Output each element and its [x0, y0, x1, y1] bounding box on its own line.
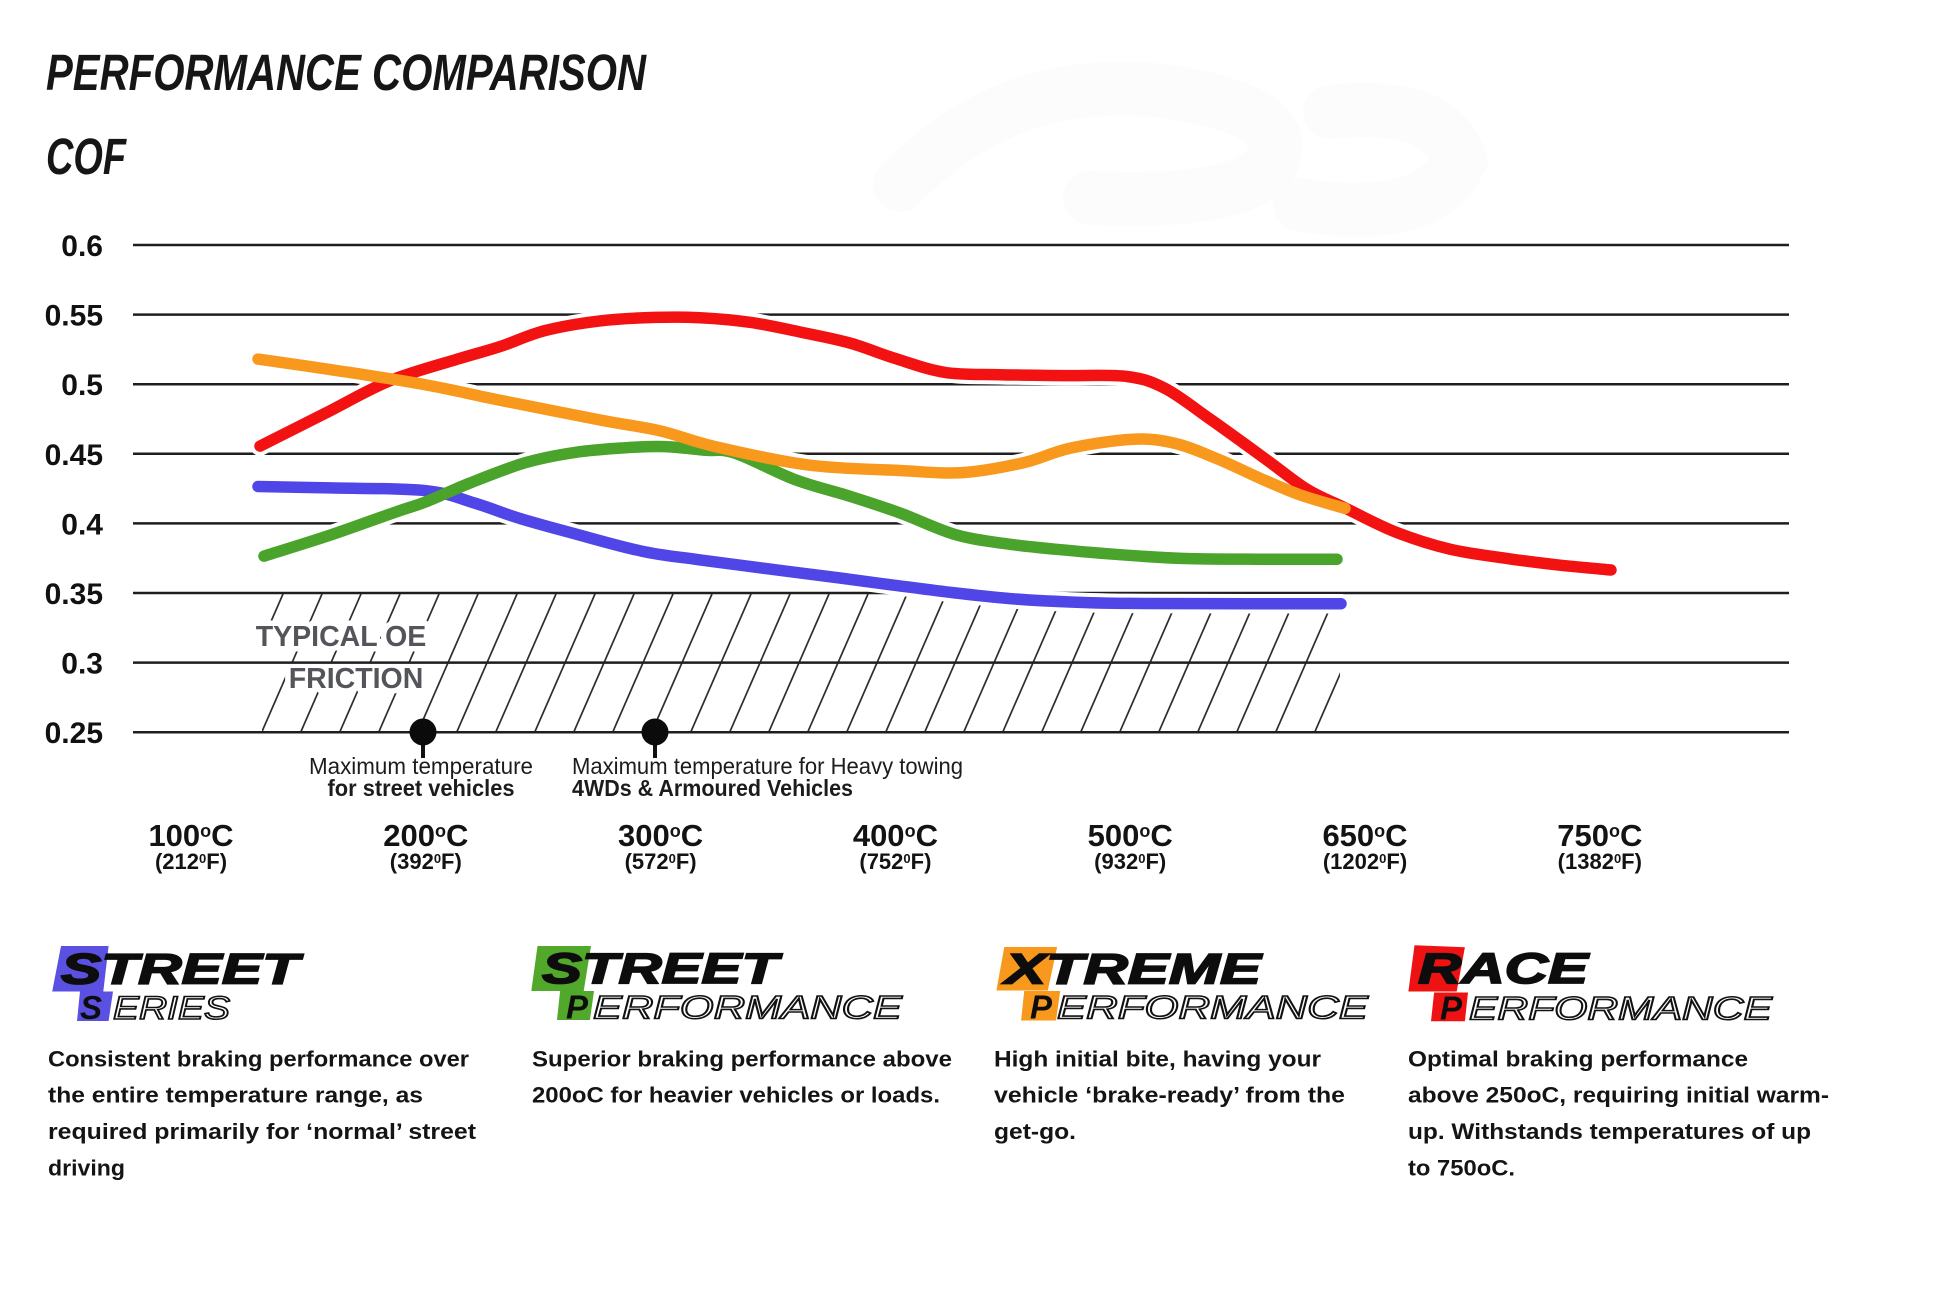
svg-text:650oC: 650oC — [1322, 818, 1407, 853]
svg-text:TYPICAL OE: TYPICAL OE — [256, 621, 427, 653]
svg-text:above 250oC, requiring initial: above 250oC, requiring initial warm- — [1408, 1083, 1829, 1108]
svg-text:Consistent braking performance: Consistent braking performance over — [48, 1046, 469, 1071]
svg-text:(3920F): (3920F) — [390, 849, 462, 874]
svg-text:P: P — [1440, 990, 1463, 1027]
svg-text:get-go.: get-go. — [994, 1119, 1076, 1144]
svg-text:PERFORMANCE COMPARISON: PERFORMANCE COMPARISON — [46, 44, 647, 101]
svg-text:0.45: 0.45 — [45, 439, 103, 472]
svg-text:Maximum temperature for Heavy: Maximum temperature for Heavy towing — [572, 753, 963, 779]
svg-text:0.3: 0.3 — [61, 648, 103, 681]
svg-text:0.25: 0.25 — [45, 717, 103, 750]
svg-text:0.35: 0.35 — [45, 578, 103, 611]
svg-text:200oC: 200oC — [383, 818, 468, 853]
svg-text:Optimal braking performance: Optimal braking performance — [1408, 1046, 1748, 1071]
svg-text:4WDs & Armoured Vehicles: 4WDs & Armoured Vehicles — [572, 775, 853, 801]
svg-text:P: P — [566, 989, 589, 1026]
svg-text:(12020F): (12020F) — [1323, 849, 1407, 874]
svg-text:(9320F): (9320F) — [1094, 849, 1166, 874]
svg-text:XTREME: XTREME — [1002, 946, 1263, 994]
svg-text:High initial bite, having your: High initial bite, having your — [994, 1046, 1321, 1071]
svg-text:driving: driving — [48, 1155, 125, 1180]
svg-text:100oC: 100oC — [148, 818, 233, 853]
svg-text:required primarily for ‘normal: required primarily for ‘normal’ street — [48, 1119, 477, 1144]
svg-text:for street vehicles: for street vehicles — [328, 775, 515, 801]
svg-text:ERIES: ERIES — [113, 990, 230, 1026]
svg-text:400oC: 400oC — [853, 818, 938, 853]
svg-text:0.4: 0.4 — [61, 508, 103, 541]
svg-text:to 750oC.: to 750oC. — [1408, 1155, 1515, 1180]
svg-text:FRICTION: FRICTION — [289, 663, 424, 695]
svg-text:(5720F): (5720F) — [625, 849, 697, 874]
svg-text:0.55: 0.55 — [45, 300, 103, 333]
svg-text:vehicle ‘brake-ready’ from the: vehicle ‘brake-ready’ from the — [994, 1083, 1345, 1108]
svg-text:Maximum temperature: Maximum temperature — [309, 753, 533, 779]
svg-text:S: S — [80, 989, 102, 1026]
svg-text:up. Withstands temperatures of: up. Withstands temperatures of up — [1408, 1119, 1811, 1144]
svg-text:TYPICAL OE: TYPICAL OE — [256, 621, 427, 653]
svg-text:ERFORMANCE: ERFORMANCE — [593, 990, 903, 1026]
svg-text:0.6: 0.6 — [61, 230, 103, 263]
svg-text:(7520F): (7520F) — [859, 849, 931, 874]
svg-text:STREET: STREET — [542, 945, 783, 993]
svg-text:STREET: STREET — [61, 946, 304, 994]
svg-text:ERFORMANCE: ERFORMANCE — [1469, 991, 1773, 1027]
svg-text:Superior braking performance a: Superior braking performance above — [532, 1046, 952, 1071]
svg-text:0.5: 0.5 — [61, 369, 103, 402]
svg-text:200oC for heavier vehicles or: 200oC for heavier vehicles or loads. — [532, 1083, 940, 1108]
svg-text:RACE: RACE — [1418, 945, 1590, 993]
svg-text:500oC: 500oC — [1088, 818, 1173, 853]
svg-text:300oC: 300oC — [618, 818, 703, 853]
svg-text:COF: COF — [46, 128, 127, 185]
svg-text:the entire temperature range,: the entire temperature range, as — [48, 1083, 423, 1108]
svg-text:ERFORMANCE: ERFORMANCE — [1057, 990, 1369, 1026]
svg-text:(2120F): (2120F) — [155, 849, 227, 874]
svg-text:750oC: 750oC — [1557, 818, 1642, 853]
svg-text:(13820F): (13820F) — [1558, 849, 1642, 874]
svg-text:P: P — [1030, 989, 1053, 1026]
svg-text:FRICTION: FRICTION — [289, 663, 424, 695]
